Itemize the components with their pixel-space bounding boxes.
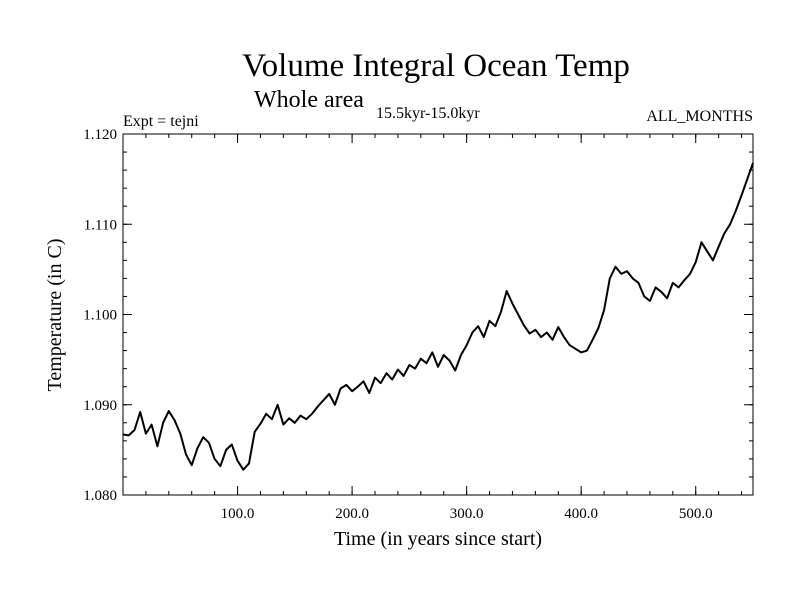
y-tick-label: 1.120 bbox=[83, 127, 117, 143]
months-label: ALL_MONTHS bbox=[646, 108, 753, 125]
y-tick-label: 1.090 bbox=[83, 398, 117, 414]
y-tick-label: 1.110 bbox=[84, 217, 117, 233]
y-axis-label: Temperature (in C) bbox=[44, 239, 66, 392]
x-tick-label: 300.0 bbox=[450, 506, 484, 522]
y-tick-label: 1.100 bbox=[83, 308, 117, 324]
y-tick-label: 1.080 bbox=[83, 488, 117, 504]
x-tick-label: 400.0 bbox=[564, 506, 598, 522]
x-tick-label: 500.0 bbox=[679, 506, 713, 522]
chart-title: Volume Integral Ocean Temp bbox=[242, 48, 630, 84]
chart-subtitle: Whole area bbox=[254, 87, 364, 113]
temperature-series-line bbox=[122, 162, 754, 471]
x-tick-label: 200.0 bbox=[335, 506, 369, 522]
tick-labels: 100.0 200.0 300.0 400.0 500.0 1.080 1.090 1.100… bbox=[83, 127, 712, 522]
expt-label: Expt = tejni bbox=[123, 113, 199, 130]
x-axis-label: Time (in years since start) bbox=[334, 528, 542, 550]
chart-subtitle-small: 15.5kyr-15.0kyr bbox=[376, 105, 480, 122]
tick-marks bbox=[123, 133, 753, 496]
x-tick-label: 100.0 bbox=[221, 506, 255, 522]
plot-frame bbox=[122, 133, 754, 496]
